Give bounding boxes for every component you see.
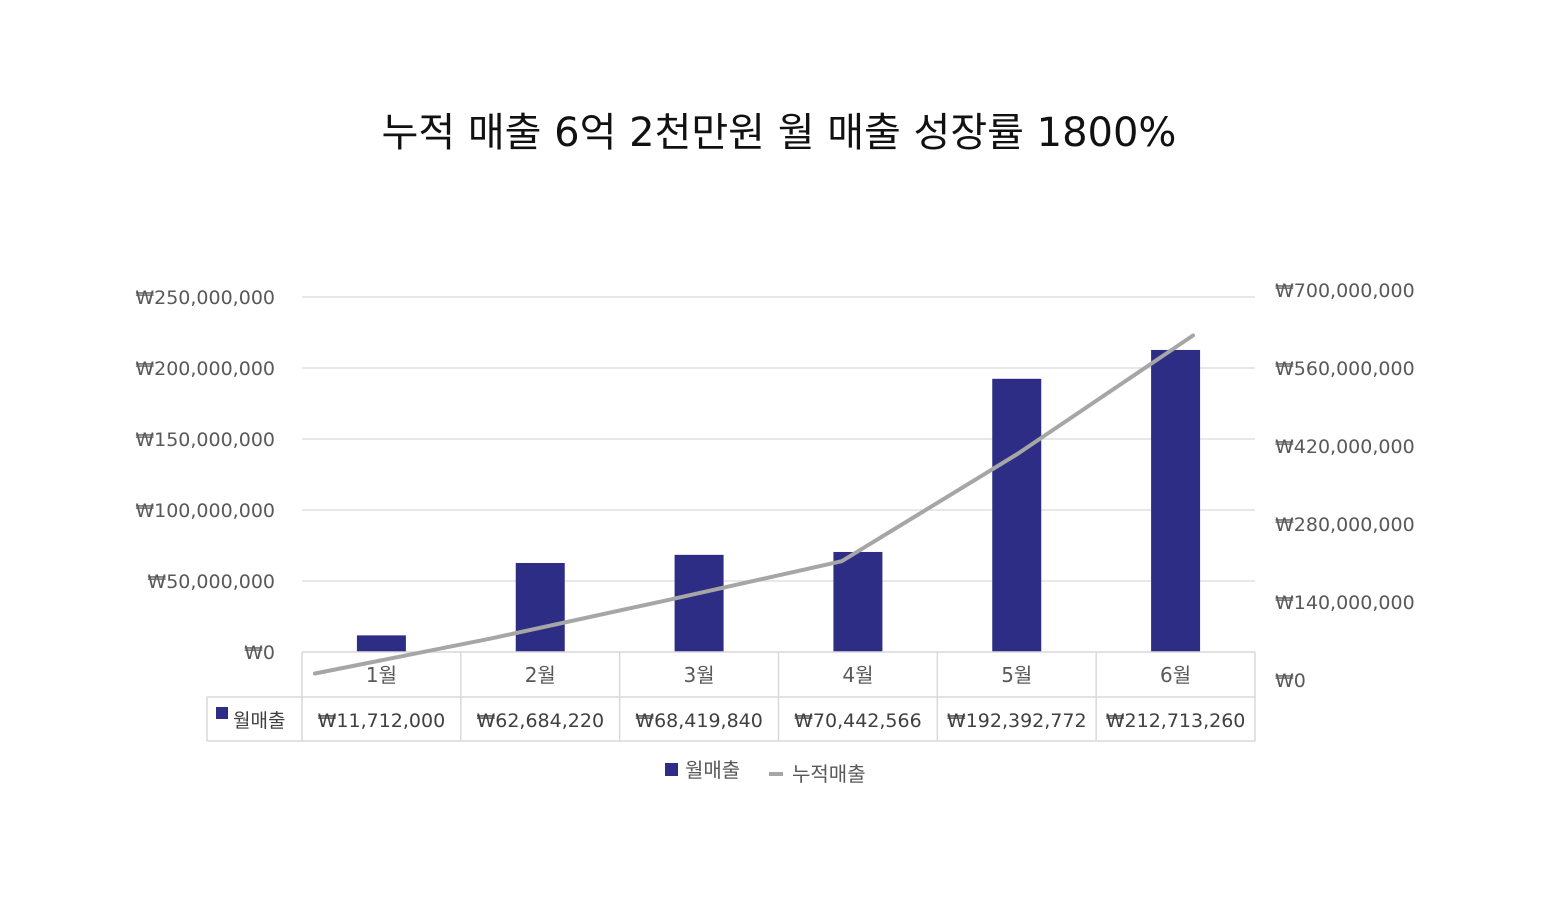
table-cell: ₩212,713,260 <box>1106 710 1246 732</box>
table-cell: ₩11,712,000 <box>318 710 446 732</box>
chart-title: 누적 매출 6억 2천만원 월 매출 성장률 1800% <box>381 110 1177 156</box>
legend-label: 월매출 <box>685 758 740 782</box>
right-axis-ticks: ₩0 ₩140,000,000 ₩280,000,000 ₩420,000,000 ₩5… <box>1275 280 1415 692</box>
right-axis-tick-label: ₩420,000,000 <box>1275 436 1415 458</box>
table-cell: ₩68,419,840 <box>635 710 763 732</box>
left-axis-tick-label: ₩50,000,000 <box>147 571 275 593</box>
category-label: 5월 <box>1001 663 1032 687</box>
table-row-label: 월매출 <box>233 710 285 732</box>
line-path <box>313 333 1195 676</box>
right-axis-tick-label: ₩0 <box>1275 670 1306 692</box>
bar <box>992 378 1042 652</box>
right-axis-tick-label: ₩560,000,000 <box>1275 358 1415 380</box>
right-axis-tick-label: ₩280,000,000 <box>1275 514 1415 536</box>
bar <box>515 562 565 652</box>
line-series <box>313 333 1195 676</box>
left-axis-tick-label: ₩250,000,000 <box>135 287 275 309</box>
legend-swatch-bar <box>665 763 678 776</box>
right-axis-tick-label: ₩700,000,000 <box>1275 280 1415 302</box>
left-axis-tick-label: ₩100,000,000 <box>135 500 275 522</box>
left-axis-tick-label: ₩150,000,000 <box>135 429 275 451</box>
bar <box>1151 349 1201 652</box>
table-cell: ₩70,442,566 <box>794 710 922 732</box>
legend-label: 누적매출 <box>792 762 866 786</box>
category-label: 3월 <box>684 663 715 687</box>
category-label: 1월 <box>366 663 397 687</box>
bar <box>356 635 406 652</box>
category-label: 6월 <box>1160 663 1191 687</box>
category-label: 4월 <box>842 663 873 687</box>
table-legend-key <box>216 707 228 719</box>
bar <box>674 554 724 652</box>
gridlines <box>302 296 1255 582</box>
legend: 월매출 누적매출 <box>665 758 866 786</box>
left-axis-tick-label: ₩0 <box>244 642 275 664</box>
left-axis-tick-label: ₩200,000,000 <box>135 358 275 380</box>
category-label: 2월 <box>525 663 556 687</box>
bar-series <box>356 349 1201 652</box>
bar <box>833 551 883 652</box>
left-axis-ticks: ₩0 ₩50,000,000 ₩100,000,000 ₩150,000,000 ₩20… <box>135 287 275 664</box>
table-cell: ₩62,684,220 <box>476 710 604 732</box>
right-axis-tick-label: ₩140,000,000 <box>1275 592 1415 614</box>
table-cell: ₩192,392,772 <box>947 710 1087 732</box>
